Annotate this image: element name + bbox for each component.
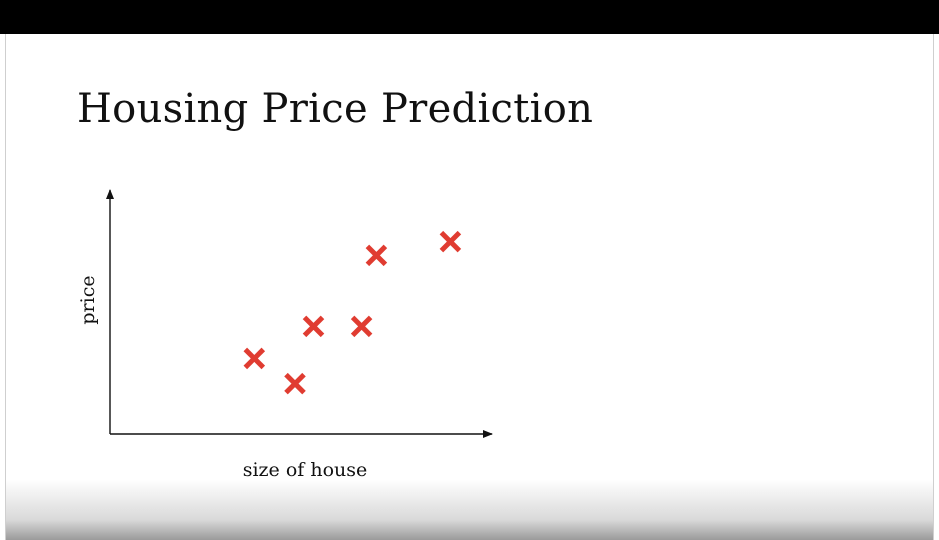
data-point-x-marker xyxy=(439,230,462,253)
y-axis-label: price xyxy=(77,275,99,324)
video-letterbox-bar xyxy=(0,0,939,34)
data-point-x-marker xyxy=(284,372,306,395)
data-point-x-marker xyxy=(350,315,373,338)
slide-background xyxy=(5,34,934,540)
data-point-x-marker xyxy=(302,315,325,338)
slide-title: Housing Price Prediction xyxy=(77,86,594,132)
x-axis-label: size of house xyxy=(243,459,368,481)
data-points xyxy=(243,230,462,395)
data-point-x-marker xyxy=(243,347,266,370)
data-point-x-marker xyxy=(365,244,388,267)
